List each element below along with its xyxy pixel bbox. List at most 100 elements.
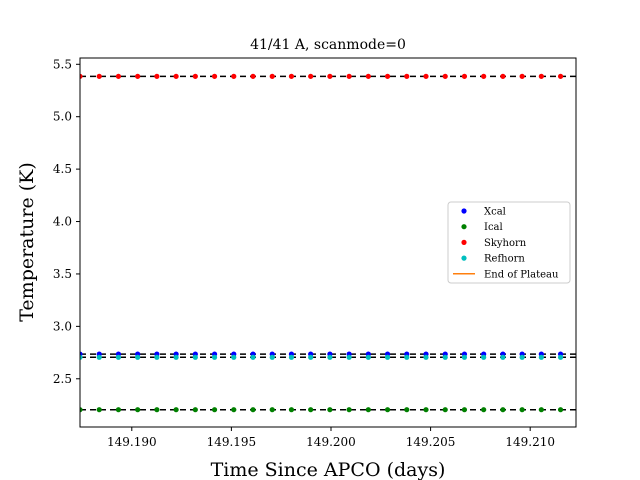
x-tick-label: 149.200 <box>306 435 356 449</box>
x-axis: 149.190 149.195 149.200 149.205 149.210 <box>107 427 555 449</box>
y-tick-label: 5.5 <box>53 57 72 71</box>
point-refhorn <box>365 354 371 360</box>
point-ical <box>500 407 506 413</box>
point-ical <box>327 407 333 413</box>
y-tick-label: 5.0 <box>53 110 72 124</box>
point-skyhorn <box>135 73 141 79</box>
point-skyhorn <box>461 73 468 79</box>
point-ical <box>96 407 102 413</box>
point-ical <box>288 407 295 413</box>
point-refhorn <box>231 354 237 360</box>
point-ical <box>173 407 179 413</box>
point-skyhorn <box>96 73 102 79</box>
point-skyhorn <box>346 73 352 79</box>
legend-label: End of Plateau <box>484 269 559 280</box>
point-ical <box>269 407 275 413</box>
point-ical <box>404 407 410 413</box>
point-skyhorn <box>115 73 122 79</box>
point-skyhorn <box>442 73 448 79</box>
chart-title: 41/41 A, scanmode=0 <box>250 37 406 53</box>
legend-marker-ical <box>461 224 467 230</box>
plot-frame <box>79 57 577 428</box>
point-refhorn <box>500 354 506 360</box>
point-ical <box>577 407 582 412</box>
point-refhorn <box>327 354 333 360</box>
x-tick-label: 149.205 <box>406 435 456 449</box>
point-refhorn <box>423 354 429 360</box>
point-refhorn <box>154 354 160 360</box>
point-ical <box>115 407 122 413</box>
point-ical <box>346 407 352 413</box>
point-skyhorn <box>173 73 179 79</box>
point-ical <box>250 407 256 413</box>
point-skyhorn <box>384 73 391 79</box>
y-tick-label: 4.5 <box>53 162 72 176</box>
point-ical <box>231 407 237 413</box>
point-refhorn <box>288 354 295 360</box>
point-refhorn <box>519 354 525 360</box>
point-ical <box>481 407 487 413</box>
legend-label: Skyhorn <box>484 238 527 249</box>
y-axis-label: Temperature (K) <box>16 162 38 322</box>
y-tick-label: 2.5 <box>53 372 72 386</box>
point-refhorn <box>269 354 275 360</box>
point-xcal <box>577 352 582 357</box>
legend-marker-xcal <box>461 208 467 214</box>
point-refhorn <box>173 354 179 360</box>
point-skyhorn <box>231 73 237 79</box>
point-ical <box>135 407 141 413</box>
point-skyhorn <box>519 73 525 79</box>
legend-label: Xcal <box>484 207 506 218</box>
point-skyhorn <box>404 73 410 79</box>
point-skyhorn <box>308 73 314 79</box>
legend-marker-refhorn <box>461 255 467 261</box>
point-ical <box>538 407 544 413</box>
point-refhorn <box>192 354 198 360</box>
point-skyhorn <box>423 73 429 79</box>
y-axis: 2.5 3.0 3.5 4.0 4.5 5.0 5.5 <box>53 57 80 386</box>
point-refhorn <box>557 354 564 360</box>
point-refhorn <box>96 354 102 360</box>
point-skyhorn <box>538 73 544 79</box>
point-ical <box>423 407 429 413</box>
point-ical <box>211 407 218 413</box>
point-skyhorn <box>192 73 198 79</box>
x-tick-label: 149.195 <box>207 435 257 449</box>
y-tick-label: 3.5 <box>53 267 72 281</box>
point-refhorn <box>80 354 83 360</box>
point-skyhorn <box>500 73 506 79</box>
point-refhorn <box>346 354 352 360</box>
point-skyhorn <box>269 73 275 79</box>
point-skyhorn <box>80 73 83 79</box>
y-tick-label: 4.0 <box>53 215 72 229</box>
point-skyhorn <box>154 73 160 79</box>
point-ical <box>461 407 468 413</box>
y-tick-label: 3.0 <box>53 319 72 333</box>
point-refhorn <box>384 354 391 360</box>
point-refhorn <box>481 354 487 360</box>
point-refhorn <box>135 354 141 360</box>
point-ical <box>308 407 314 413</box>
point-refhorn <box>308 354 314 360</box>
point-ical <box>384 407 391 413</box>
point-ical <box>80 407 83 413</box>
point-refhorn <box>538 354 544 360</box>
point-refhorn <box>211 354 218 360</box>
point-skyhorn <box>288 73 295 79</box>
point-skyhorn <box>557 73 564 79</box>
point-skyhorn <box>481 73 487 79</box>
point-refhorn <box>250 354 256 360</box>
legend: Xcal Ical Skyhorn Refhorn End of Plateau <box>447 201 571 284</box>
x-tick-label: 149.210 <box>505 435 555 449</box>
plot-marks <box>80 73 582 413</box>
point-ical <box>154 407 160 413</box>
point-refhorn <box>404 354 410 360</box>
point-ical <box>519 407 525 413</box>
legend-label: Refhorn <box>484 254 525 265</box>
x-tick-label: 149.190 <box>107 435 157 449</box>
point-ical <box>365 407 371 413</box>
point-skyhorn <box>211 73 218 79</box>
point-refhorn <box>115 354 122 360</box>
point-refhorn <box>442 354 448 360</box>
